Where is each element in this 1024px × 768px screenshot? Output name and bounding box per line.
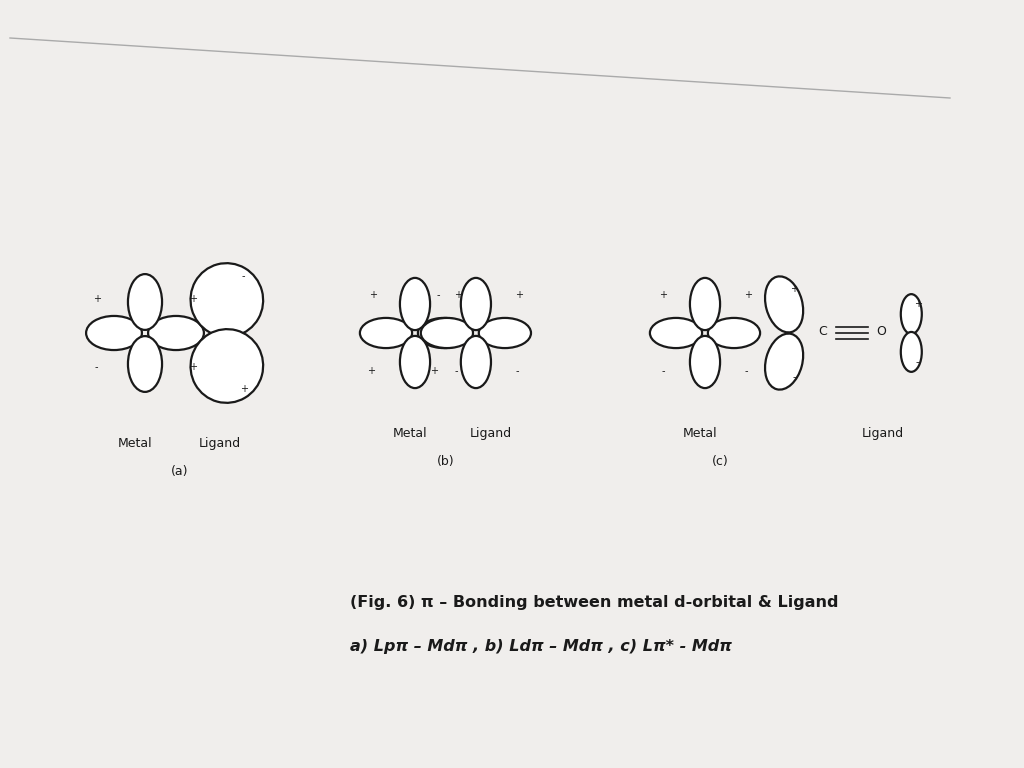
Ellipse shape xyxy=(708,318,760,348)
Text: +: + xyxy=(189,362,198,372)
Text: Metal: Metal xyxy=(683,426,718,439)
Ellipse shape xyxy=(128,274,162,330)
Text: Ligand: Ligand xyxy=(470,426,512,439)
Text: (a): (a) xyxy=(171,465,188,478)
Ellipse shape xyxy=(359,318,412,348)
Text: (b): (b) xyxy=(436,455,455,468)
Text: -: - xyxy=(793,372,797,382)
Ellipse shape xyxy=(765,333,803,389)
Text: O: O xyxy=(876,325,886,337)
Text: +: + xyxy=(791,284,799,294)
Text: -: - xyxy=(915,357,920,367)
Text: -: - xyxy=(745,366,749,376)
Text: a) Lpπ – Mdπ , b) Ldπ – Mdπ , c) Lπ* - Mdπ: a) Lpπ – Mdπ , b) Ldπ – Mdπ , c) Lπ* - M… xyxy=(350,638,732,654)
Text: +: + xyxy=(430,366,438,376)
Text: +: + xyxy=(240,385,248,395)
Text: +: + xyxy=(744,290,753,300)
Text: Metal: Metal xyxy=(392,426,427,439)
Text: +: + xyxy=(659,290,668,300)
Text: +: + xyxy=(913,299,922,309)
Text: +: + xyxy=(368,366,376,376)
Ellipse shape xyxy=(400,278,430,330)
Ellipse shape xyxy=(901,294,922,334)
Text: Metal: Metal xyxy=(118,436,153,449)
Ellipse shape xyxy=(901,332,922,372)
Ellipse shape xyxy=(461,278,490,330)
Text: Ligand: Ligand xyxy=(199,436,241,449)
Text: (Fig. 6) π – Bonding between metal d-orbital & Ligand: (Fig. 6) π – Bonding between metal d-orb… xyxy=(350,595,839,611)
Ellipse shape xyxy=(690,278,720,330)
Ellipse shape xyxy=(461,336,490,388)
Text: +: + xyxy=(92,294,100,304)
Text: -: - xyxy=(95,362,98,372)
Ellipse shape xyxy=(128,336,162,392)
Ellipse shape xyxy=(421,318,473,348)
Ellipse shape xyxy=(418,318,470,348)
Ellipse shape xyxy=(479,318,531,348)
Ellipse shape xyxy=(190,329,263,403)
Text: +: + xyxy=(189,294,198,304)
Text: -: - xyxy=(516,366,519,376)
Text: C: C xyxy=(818,325,827,337)
Text: +: + xyxy=(515,290,523,300)
Ellipse shape xyxy=(690,336,720,388)
Ellipse shape xyxy=(400,336,430,388)
Text: -: - xyxy=(242,272,246,282)
Text: Ligand: Ligand xyxy=(862,426,904,439)
Text: -: - xyxy=(436,290,440,300)
Ellipse shape xyxy=(86,316,142,350)
Text: -: - xyxy=(455,366,459,376)
Text: (c): (c) xyxy=(712,455,728,468)
Text: +: + xyxy=(370,290,377,300)
Ellipse shape xyxy=(650,318,702,348)
Ellipse shape xyxy=(765,276,803,333)
Ellipse shape xyxy=(190,263,263,337)
Text: -: - xyxy=(662,366,665,376)
Text: +: + xyxy=(455,290,463,300)
Ellipse shape xyxy=(148,316,204,350)
